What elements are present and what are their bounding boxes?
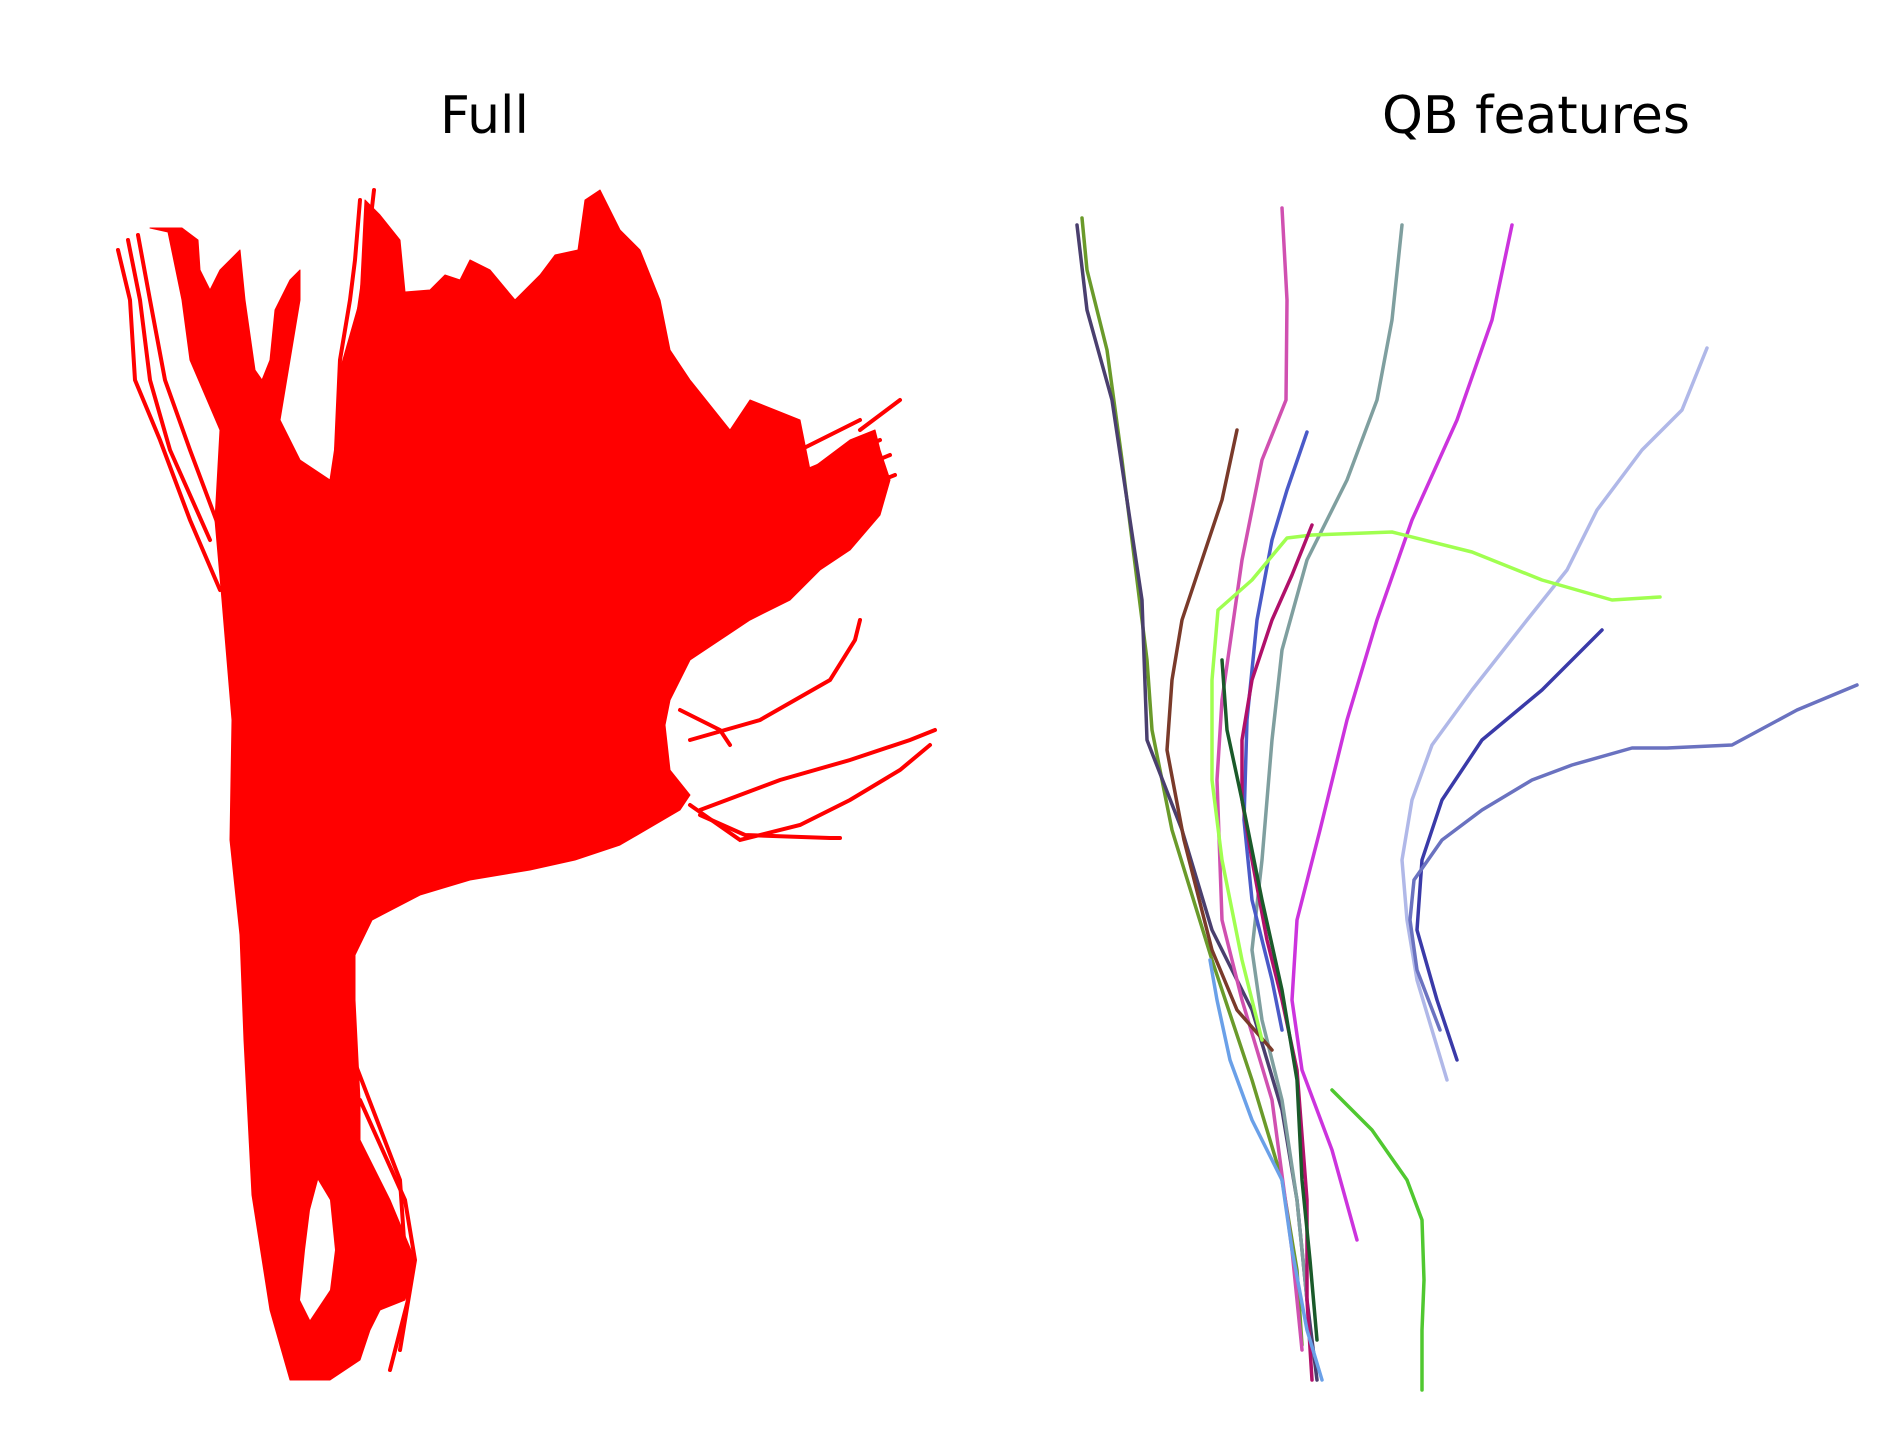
panel-title-full: Full: [440, 86, 529, 146]
panel-title-qb-features: QB features: [1382, 86, 1690, 146]
panel-full: Full: [116, 86, 937, 1381]
full-tract-bundle-image: [116, 188, 937, 1381]
qb-features-streamlines-image: [1075, 206, 1859, 1392]
panel-qb-features: QB features: [952, 0, 1904, 1432]
